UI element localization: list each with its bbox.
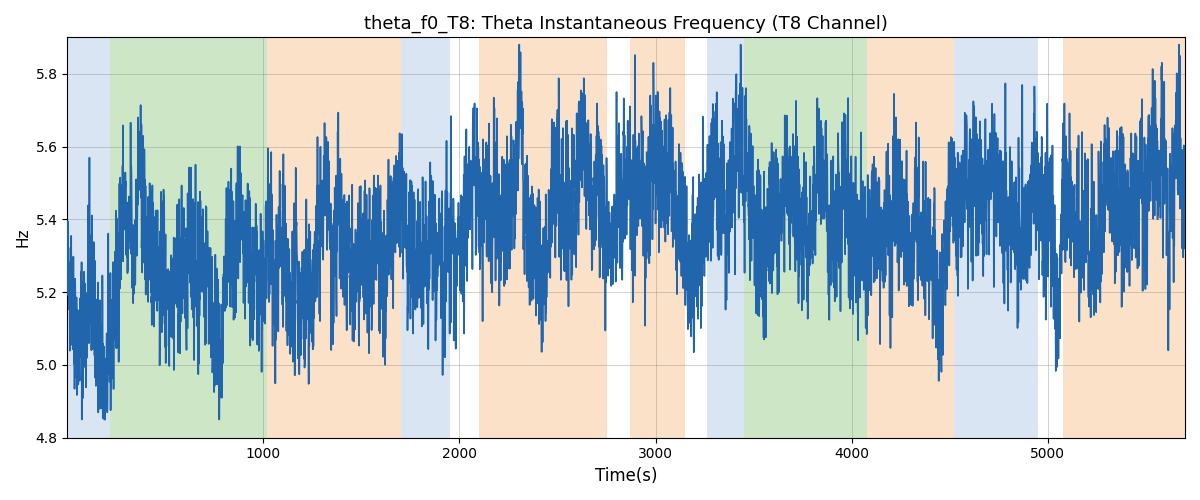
Bar: [401, 38, 450, 438]
Bar: [110, 38, 268, 438]
Title: theta_f0_T8: Theta Instantaneous Frequency (T8 Channel): theta_f0_T8: Theta Instantaneous Frequen…: [365, 15, 888, 34]
Bar: [479, 38, 606, 438]
Bar: [67, 38, 110, 438]
Bar: [868, 38, 954, 438]
Bar: [630, 38, 685, 438]
Bar: [954, 38, 1038, 438]
Y-axis label: Hz: Hz: [16, 228, 30, 248]
Bar: [1063, 38, 1186, 438]
Bar: [744, 38, 868, 438]
X-axis label: Time(s): Time(s): [595, 467, 658, 485]
Bar: [707, 38, 744, 438]
Bar: [268, 38, 401, 438]
